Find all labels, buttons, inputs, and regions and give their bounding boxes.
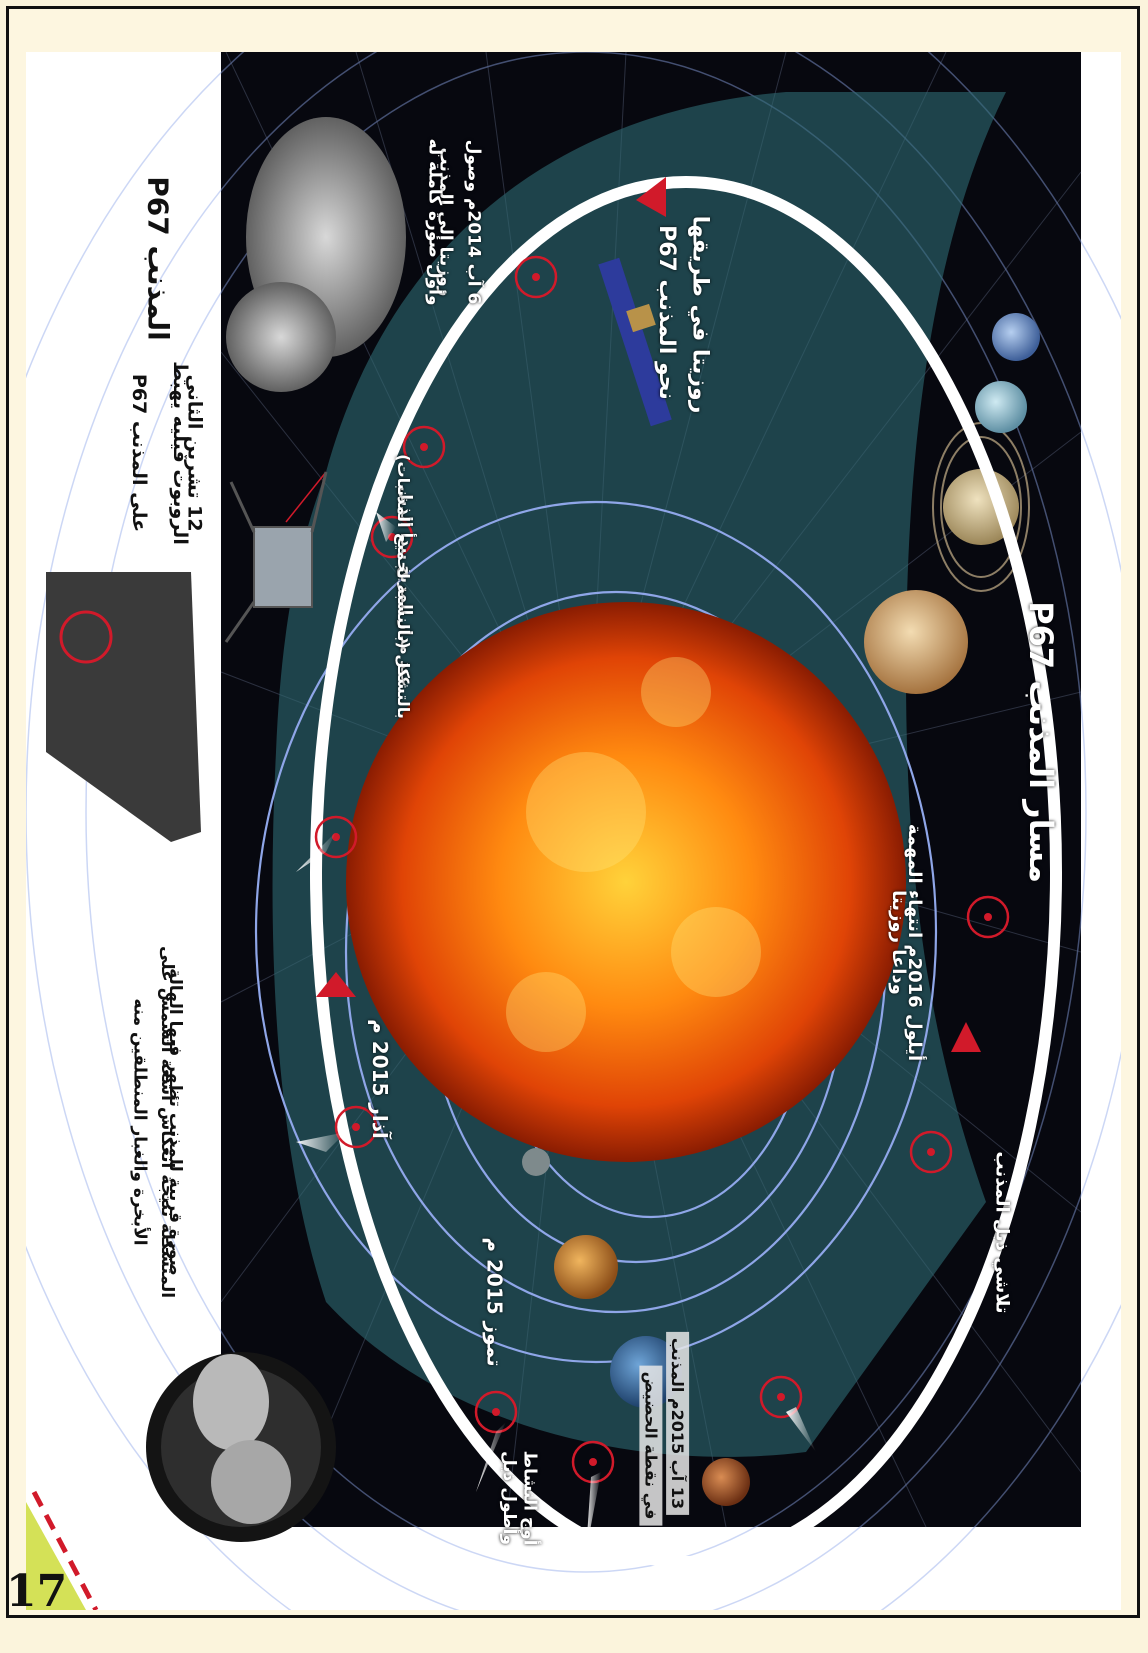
label-orbit-note-2: بالتشكل (بالنسبة لجميع المذنبات)	[393, 454, 413, 719]
venus	[554, 1235, 618, 1299]
label-perihelion-1: 13 آب 2015م المذنب	[666, 1331, 690, 1516]
uranus	[975, 381, 1027, 433]
label-arrival-3: وأول صورة كاملة له	[424, 138, 445, 306]
page-number: 17	[6, 1566, 68, 1617]
page-corner	[26, 1502, 86, 1610]
orbit-arrow	[316, 972, 356, 997]
philae-lander	[224, 471, 328, 643]
rosetta-spacecraft	[598, 257, 672, 427]
comet-orbit	[310, 176, 1062, 1568]
label-landing-2: الروبوت فيليه يهبط	[168, 361, 191, 545]
orbit-arrow	[636, 177, 666, 217]
label-closeup-2: المتشكلة نتيجة انعكاس أشعة الشمس على	[157, 945, 178, 1299]
label-rosetta-on-way: روزيتا في طريقها	[687, 215, 713, 414]
orbit-arrow	[951, 1022, 981, 1052]
label-tail-fading: تلاشي ذيل المذنب	[991, 1151, 1013, 1314]
diagram-title: مسار المذنب P67	[1022, 601, 1060, 883]
neptune	[992, 313, 1040, 361]
diagram-scene: مسار المذنب P67 روزيتا في طريقها نحو الم…	[26, 52, 1121, 1610]
label-peak-activity-1: أوج النشاط	[519, 1450, 540, 1546]
label-march-2015: آذار 2015 م	[367, 1019, 392, 1139]
label-perihelion-2: في نقطة الحضيض	[639, 1365, 663, 1526]
label-rosetta-on-way-2: نحو المذنب P67	[653, 225, 679, 400]
label-closeup-3: الأبخرة والغبار المنطلقين منه	[129, 998, 150, 1246]
mars	[702, 1458, 750, 1506]
corner-dash-line	[31, 1490, 99, 1610]
jupiter	[864, 590, 968, 694]
sun	[346, 602, 906, 1162]
mercury	[522, 1148, 550, 1176]
label-comet-name: المذنب P67	[141, 176, 175, 341]
landing-photo	[46, 572, 201, 842]
label-june-2015: تموز 2015 م	[482, 1237, 507, 1367]
comet-closeup-photo	[146, 1352, 336, 1542]
label-peak-activity-2: وأطول ذيل	[499, 1450, 520, 1546]
diagram-graphic	[26, 52, 1121, 1610]
label-landing-3: على المذنب P67	[128, 373, 151, 533]
label-mission-end-2: وداعا روزيتا	[887, 890, 909, 995]
label-arrival-1: 6 آب 2014م وصول	[463, 139, 484, 305]
comet-p67-image	[226, 117, 406, 392]
